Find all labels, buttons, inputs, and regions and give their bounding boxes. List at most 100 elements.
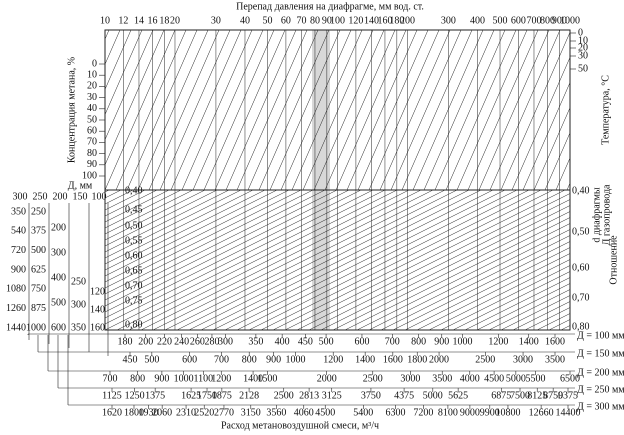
hatch-line: [105, 190, 314, 295]
flow-tick-label: 600: [182, 354, 197, 365]
flow-tick-label: 5500: [526, 373, 546, 384]
hatch-line: [296, 193, 570, 330]
flow-tick-label: 9000: [460, 407, 480, 418]
concentration-tick-label: 50: [87, 114, 97, 125]
column-value: 750: [31, 284, 46, 295]
column-value: 250: [31, 206, 46, 217]
hatch-line: [105, 190, 182, 229]
flow-tick-label: 4500: [315, 407, 335, 418]
hatch-line: [476, 283, 570, 330]
ratio-left-label: 0,40: [125, 185, 143, 196]
flow-tick-label: 6300: [385, 407, 405, 418]
scale-label: Д = 200 мм: [577, 367, 624, 378]
flow-tick-label: 2500: [274, 390, 294, 401]
hatch-line: [380, 235, 570, 330]
ratio-left-label: 0,65: [125, 265, 143, 276]
flow-tick-label: 280: [204, 336, 219, 347]
scale-label: Д = 250 мм: [577, 384, 624, 395]
top-tick-label: 120: [348, 15, 363, 26]
flow-tick-label: 1400: [243, 373, 263, 384]
column-value: 625: [31, 264, 46, 275]
column-value: 160: [90, 322, 105, 333]
flow-tick-label: 1620: [102, 407, 122, 418]
hatch-line: [302, 30, 374, 190]
top-tick-label: 14: [134, 15, 144, 26]
hatch-line: [344, 217, 570, 330]
top-tick-label: 800: [540, 15, 555, 26]
flow-tick-label: 5000: [423, 390, 443, 401]
top-tick-label: 80: [310, 15, 320, 26]
hatch-line: [511, 56, 570, 190]
hatch-line: [105, 190, 206, 241]
hatch-line: [170, 30, 242, 190]
flow-tick-label: 500: [319, 336, 334, 347]
hatch-line: [247, 30, 319, 190]
hatch-line: [105, 30, 154, 141]
flow-tick-label: 12660: [529, 407, 554, 418]
top-tick-label: 20: [170, 15, 180, 26]
flow-tick-label: 1400: [519, 336, 539, 347]
concentration-tick-label: 90: [87, 159, 97, 170]
flow-tick-label: 14400: [556, 407, 581, 418]
column-value: 1260: [6, 303, 26, 314]
column-value: 1080: [6, 284, 26, 295]
hatch-line: [489, 30, 561, 190]
column-value: 720: [11, 245, 26, 256]
top-tick-label: 60: [281, 15, 291, 26]
hatch-line: [248, 190, 530, 330]
flow-tick-label: 2813: [299, 390, 319, 401]
top-tick-label: 10: [100, 15, 110, 26]
temperature-tick-label: 30: [578, 50, 588, 61]
hatch-line: [105, 190, 254, 265]
flow-tick-label: 240: [174, 336, 189, 347]
hatch-line: [346, 30, 418, 190]
flow-tick-label: 2310: [176, 407, 196, 418]
ratio-left-label: 0,55: [125, 235, 143, 246]
hatch-line: [137, 30, 209, 190]
flow-tick-label: 3000: [513, 354, 533, 365]
hatch-line: [164, 190, 446, 330]
scale-label: Д = 150 мм: [577, 348, 624, 359]
hatch-line: [452, 271, 570, 330]
flow-tick-label: 6875: [491, 390, 511, 401]
top-tick-label: 140: [364, 15, 379, 26]
hatch-line: [467, 30, 539, 190]
hatch-line: [176, 190, 458, 330]
flow-tick-label: 4060: [294, 407, 314, 418]
hatch-line: [390, 30, 462, 190]
flow-tick-label: 8125: [527, 390, 547, 401]
top-tick-label: 100: [330, 15, 345, 26]
hatch-line: [320, 205, 570, 330]
hatch-line: [280, 30, 352, 190]
top-tick-label: 18: [159, 15, 169, 26]
hatch-line: [357, 30, 429, 190]
hatch-line: [140, 190, 422, 330]
hatch-line: [416, 253, 570, 330]
hatch-line: [324, 30, 396, 190]
column-value: 900: [11, 264, 26, 275]
flow-tick-label: 1250: [125, 390, 145, 401]
column-value: 140: [90, 304, 105, 315]
ratio-right-label: 0,60: [572, 262, 590, 273]
flow-tick-label: 1600: [545, 336, 565, 347]
hatch-line: [269, 30, 341, 190]
flow-tick-label: 1125: [102, 390, 122, 401]
top-tick-label: 70: [296, 15, 306, 26]
hatch-line: [105, 30, 132, 91]
hatch-line: [105, 190, 218, 247]
ratio-right-label: 0,70: [572, 292, 590, 303]
flow-tick-label: 2500: [363, 373, 383, 384]
upper-hatch: [105, 30, 570, 190]
hatch-line: [105, 190, 338, 307]
hatch-line: [105, 190, 374, 325]
column-value: 300: [71, 299, 86, 310]
flow-tick-label: 3000: [400, 373, 420, 384]
flow-tick-label: 8100: [438, 407, 458, 418]
column-value: 250: [71, 276, 86, 287]
flow-tick-label: 1000: [174, 373, 194, 384]
hatch-line: [181, 30, 253, 190]
flow-tick-label: 9375: [558, 390, 578, 401]
hatch-line: [356, 223, 570, 330]
hatch-line: [445, 30, 517, 190]
